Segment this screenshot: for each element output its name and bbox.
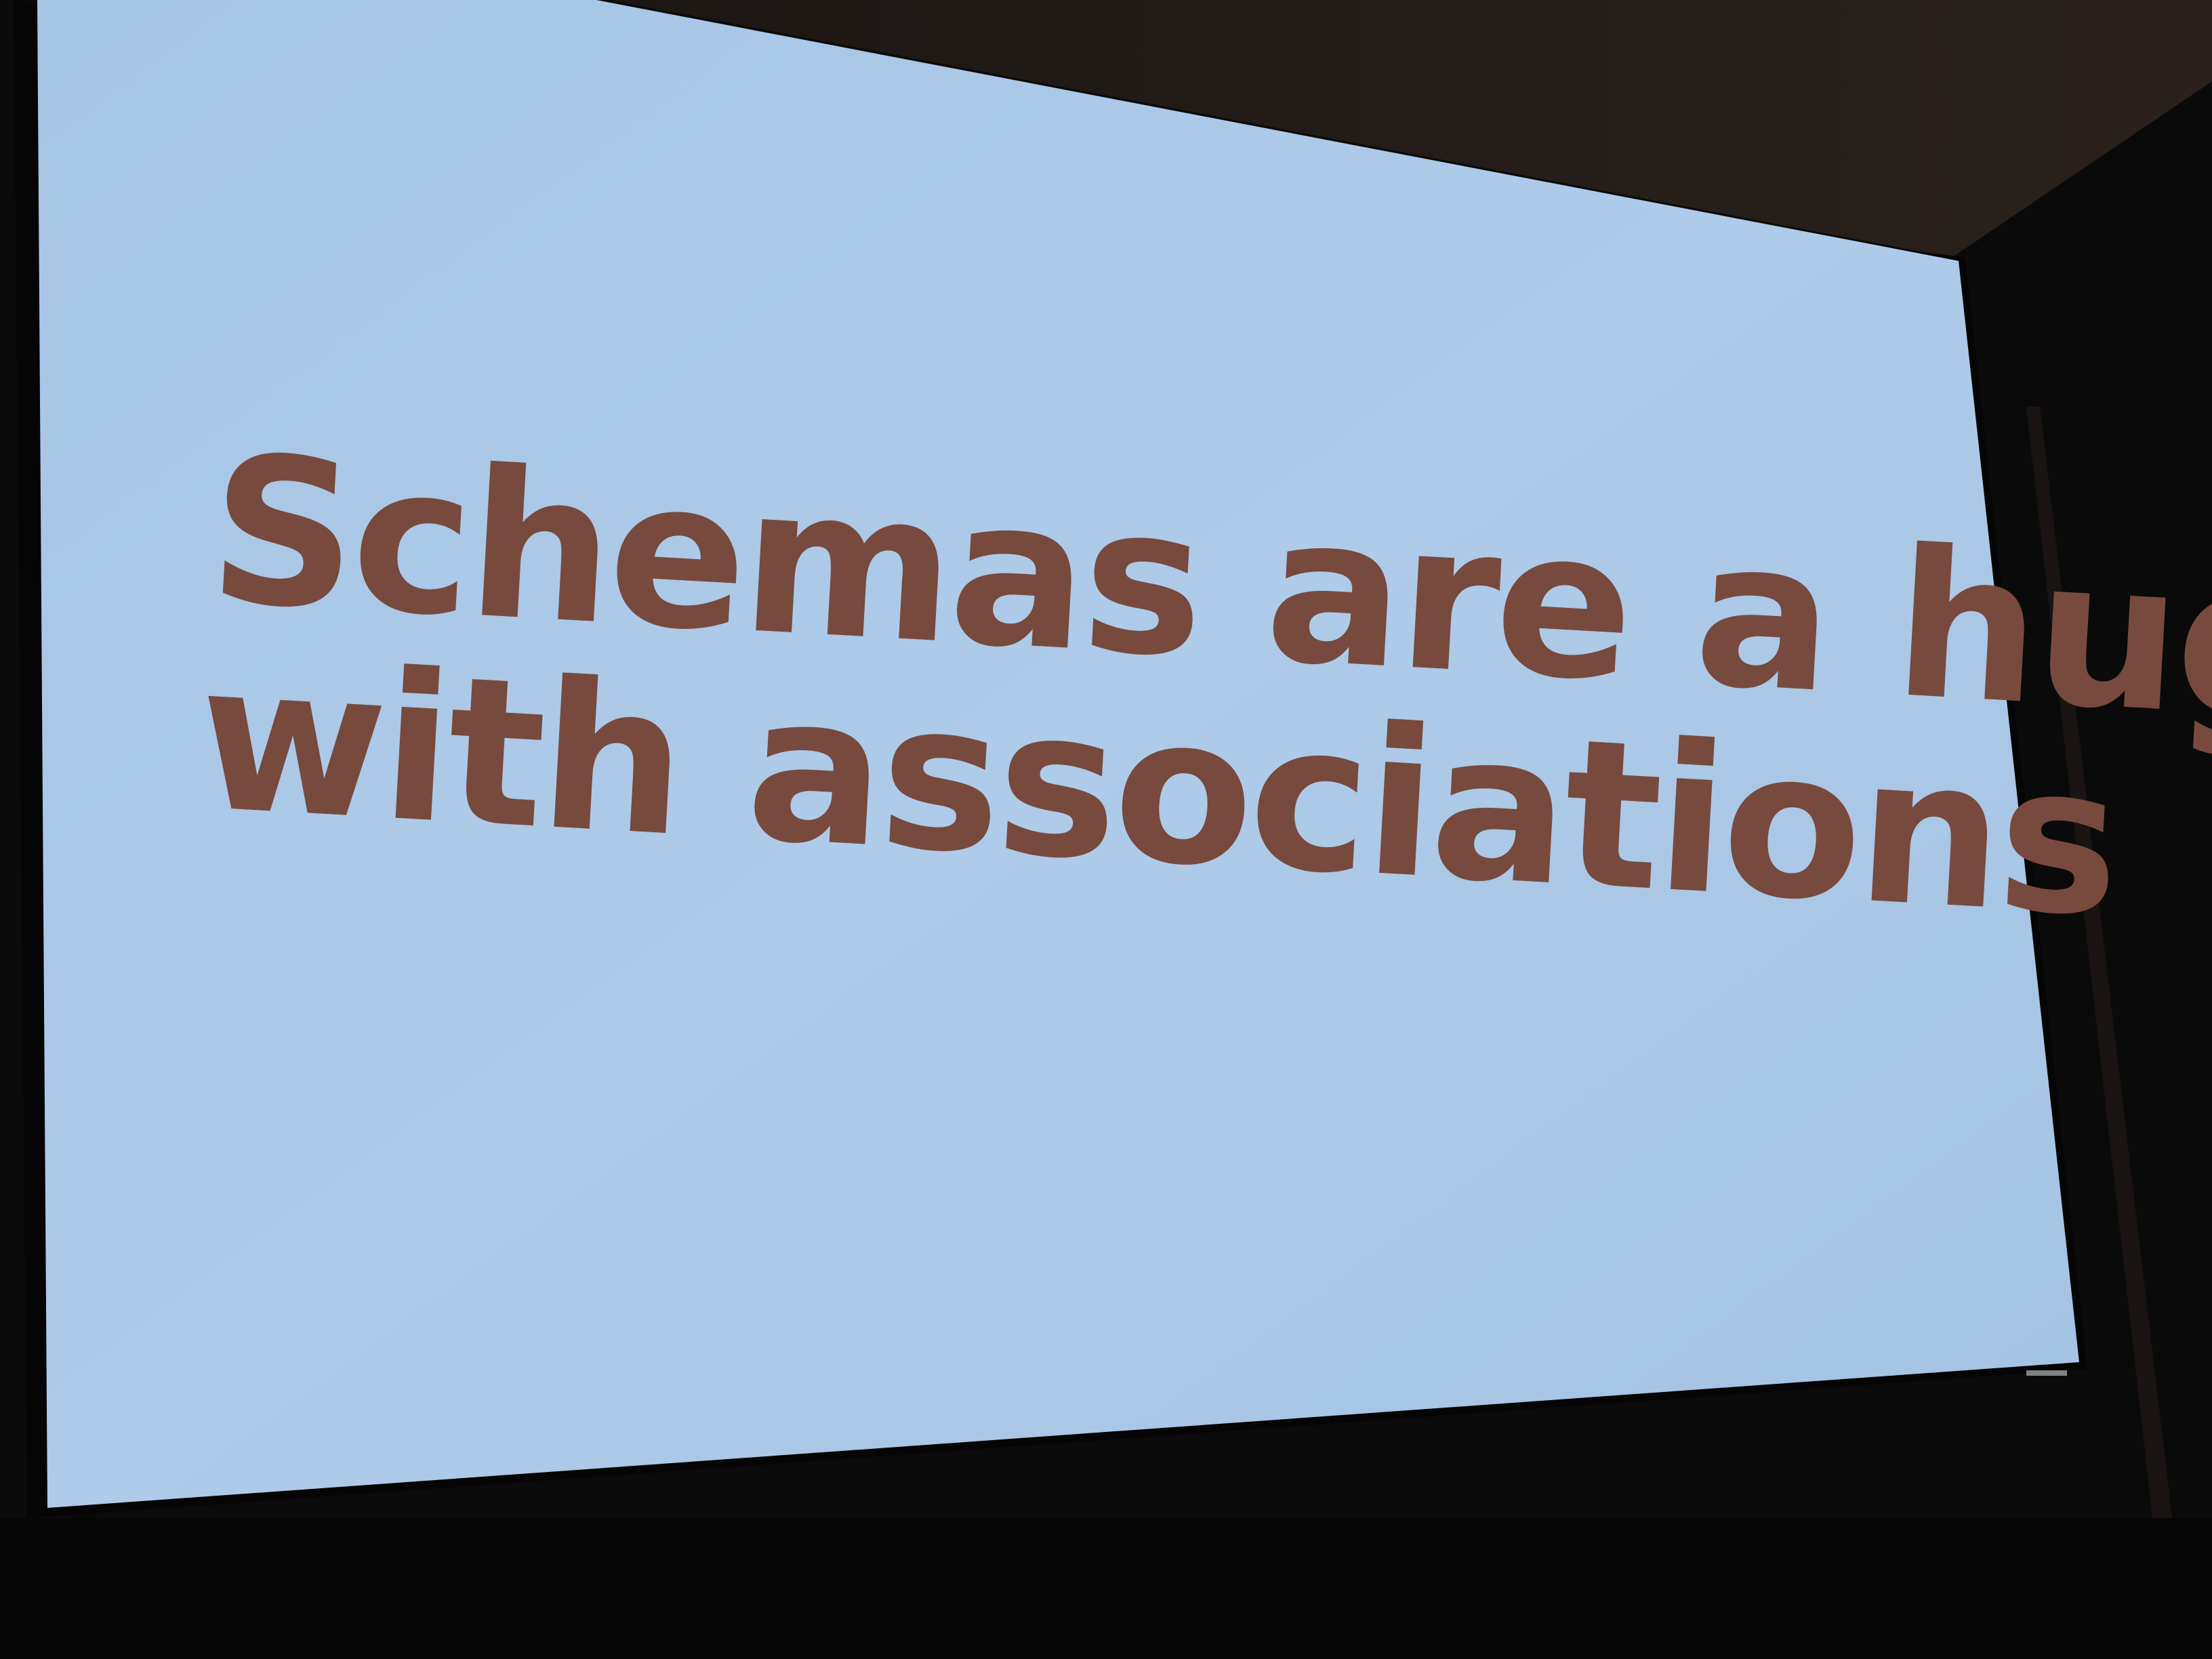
floor-shadow xyxy=(0,1518,2212,1659)
projection-screen xyxy=(37,0,2079,1508)
slide-headline: Schemas are a huge help with association… xyxy=(192,411,2212,962)
right-curtain-edge xyxy=(2026,407,2189,1659)
screen-logo-mark xyxy=(2026,1370,2067,1376)
wall-top-right xyxy=(610,0,2212,258)
